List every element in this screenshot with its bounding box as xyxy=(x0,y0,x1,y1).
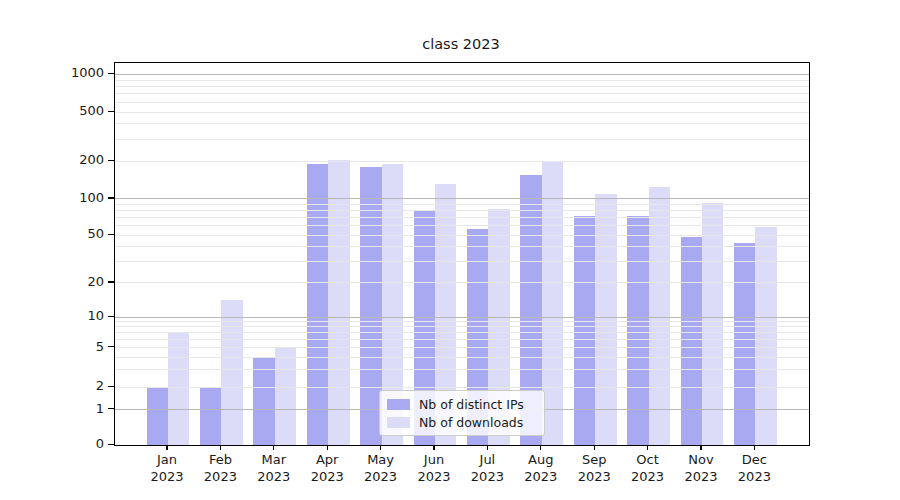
y-tick-label: 10 xyxy=(0,307,104,325)
x-tick-mark xyxy=(433,445,434,450)
grid-line-minor xyxy=(115,86,809,87)
grid-line-minor xyxy=(115,210,809,211)
x-tick-mark xyxy=(647,445,648,450)
bar-distinct-ips xyxy=(307,164,328,445)
grid-line-minor xyxy=(115,326,809,327)
y-tick-label: 50 xyxy=(0,225,104,243)
y-tick-label: 20 xyxy=(0,273,104,291)
grid-line-minor xyxy=(115,357,809,358)
grid-line-minor xyxy=(115,387,809,388)
grid-line-minor xyxy=(115,112,809,113)
x-tick-mark xyxy=(380,445,381,450)
grid-line-minor xyxy=(115,332,809,333)
grid-line-minor xyxy=(115,225,809,226)
legend-label-distinct-ips: Nb of distinct IPs xyxy=(419,397,524,412)
grid-line-minor xyxy=(115,217,809,218)
y-tick-mark xyxy=(108,316,114,317)
y-tick-mark xyxy=(108,111,114,112)
y-tick-mark xyxy=(108,197,114,198)
grid-line-minor xyxy=(115,139,809,140)
bar-downloads xyxy=(755,227,776,445)
x-tick-label: Dec2023 xyxy=(722,451,786,485)
y-tick-mark xyxy=(108,346,114,347)
bar-distinct-ips xyxy=(734,243,755,445)
x-tick-mark xyxy=(594,445,595,450)
x-tick-mark xyxy=(487,445,488,450)
bar-distinct-ips xyxy=(200,387,221,445)
grid-line-minor xyxy=(115,369,809,370)
bar-distinct-ips xyxy=(681,237,702,445)
bar-distinct-ips xyxy=(627,216,648,445)
grid-line-minor xyxy=(115,321,809,322)
legend: Nb of distinct IPs Nb of downloads xyxy=(379,390,545,436)
bar-downloads xyxy=(275,348,296,446)
y-tick-mark xyxy=(108,386,114,387)
grid-line-major xyxy=(115,317,809,318)
legend-row: Nb of downloads xyxy=(387,414,536,431)
chart-figure: class 2023 01251020501002005001000 Jan20… xyxy=(0,0,900,500)
x-tick-mark xyxy=(327,445,328,450)
y-tick-label: 1000 xyxy=(0,64,104,82)
bar-downloads xyxy=(328,160,349,445)
grid-line-minor xyxy=(115,93,809,94)
legend-label-downloads: Nb of downloads xyxy=(419,415,523,430)
y-tick-mark xyxy=(108,234,114,235)
x-tick-mark xyxy=(166,445,167,450)
y-tick-label: 1 xyxy=(0,400,104,418)
bar-distinct-ips xyxy=(253,357,274,445)
bar-distinct-ips xyxy=(147,387,168,445)
y-tick-mark xyxy=(108,281,114,282)
x-tick-mark xyxy=(700,445,701,450)
grid-line-major xyxy=(115,74,809,75)
y-tick-mark xyxy=(108,408,114,409)
y-tick-label: 0 xyxy=(0,435,104,453)
grid-line-minor xyxy=(115,102,809,103)
plot-area xyxy=(114,62,810,446)
legend-swatch-distinct-ips xyxy=(387,399,410,410)
grid-line-minor xyxy=(115,282,809,283)
y-tick-label: 5 xyxy=(0,338,104,356)
y-tick-label: 100 xyxy=(0,189,104,207)
y-tick-mark xyxy=(108,444,114,445)
y-tick-mark xyxy=(108,160,114,161)
bar-downloads xyxy=(595,194,616,445)
legend-swatch-downloads xyxy=(387,417,410,428)
x-tick-mark xyxy=(220,445,221,450)
x-tick-mark xyxy=(273,445,274,450)
y-tick-label: 200 xyxy=(0,151,104,169)
chart-title: class 2023 xyxy=(114,36,808,52)
legend-row: Nb of distinct IPs xyxy=(387,396,536,413)
grid-line-minor xyxy=(115,235,809,236)
grid-line-minor xyxy=(115,347,809,348)
bar-downloads xyxy=(168,333,189,445)
grid-line-minor xyxy=(115,123,809,124)
grid-line-minor xyxy=(115,80,809,81)
y-tick-label: 500 xyxy=(0,102,104,120)
x-tick-mark xyxy=(540,445,541,450)
grid-line-major xyxy=(115,198,809,199)
grid-line-minor xyxy=(115,261,809,262)
y-tick-mark xyxy=(108,73,114,74)
grid-line-minor xyxy=(115,204,809,205)
grid-line-minor xyxy=(115,339,809,340)
bar-distinct-ips xyxy=(574,216,595,445)
grid-line-minor xyxy=(115,161,809,162)
x-tick-mark xyxy=(754,445,755,450)
y-tick-label: 2 xyxy=(0,377,104,395)
grid-line-minor xyxy=(115,246,809,247)
